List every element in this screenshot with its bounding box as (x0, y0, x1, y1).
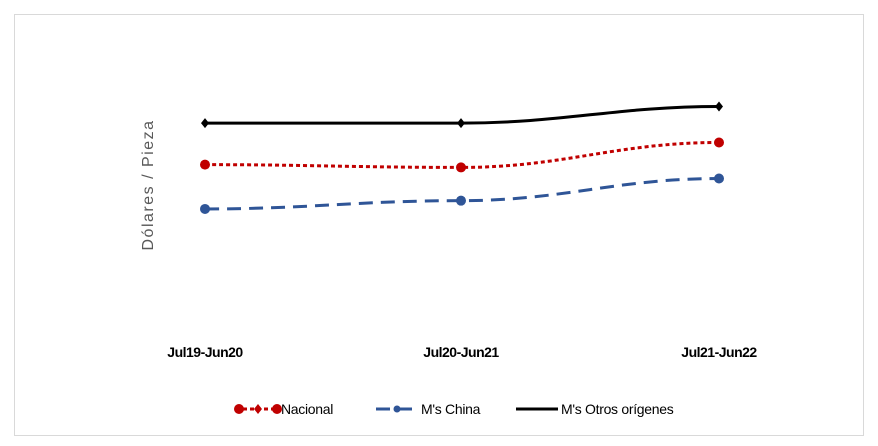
legend-marker (234, 404, 244, 414)
series-line-nacional (204, 140, 720, 169)
legend-marker (393, 405, 401, 413)
legend-item-nacional: Nacional (234, 401, 334, 417)
x-tick-label: Jul20-Jun21 (423, 344, 499, 360)
data-point-m-s-china-2 (456, 195, 466, 206)
data-point-nacional-2 (456, 162, 466, 173)
legend: Nacional M's China M's Otros orígenes (234, 401, 674, 417)
x-tick-labels: Jul19-Jun20 Jul20-Jun21 Jul21-Jun22 (167, 344, 758, 360)
legend-marker (254, 404, 262, 414)
series-line-m-s-china (204, 177, 720, 211)
data-point-m-s-otros-or-genes-3 (715, 101, 723, 112)
data-point-nacional-1 (200, 159, 210, 170)
legend-label: Nacional (281, 401, 333, 417)
legend-item-m-s-otros-or-genes: M's Otros orígenes (516, 401, 674, 417)
legend-label: M's Otros orígenes (561, 401, 674, 417)
data-point-m-s-china-3 (714, 173, 724, 184)
data-point-m-s-china-1 (200, 203, 210, 214)
legend-marker (272, 404, 282, 414)
x-tick-label: Jul19-Jun20 (167, 344, 243, 360)
data-point-nacional-3 (714, 137, 724, 148)
x-tick-label: Jul21-Jun22 (681, 344, 757, 360)
series-layer (200, 101, 724, 214)
chart-frame (14, 14, 864, 436)
y-axis-label: Dólares / Pieza (140, 120, 157, 251)
legend-item-m-s-china: M's China (376, 401, 481, 417)
data-point-m-s-otros-or-genes-2 (457, 118, 465, 129)
legend-label: M's China (421, 401, 481, 417)
data-point-m-s-otros-or-genes-1 (201, 118, 209, 129)
